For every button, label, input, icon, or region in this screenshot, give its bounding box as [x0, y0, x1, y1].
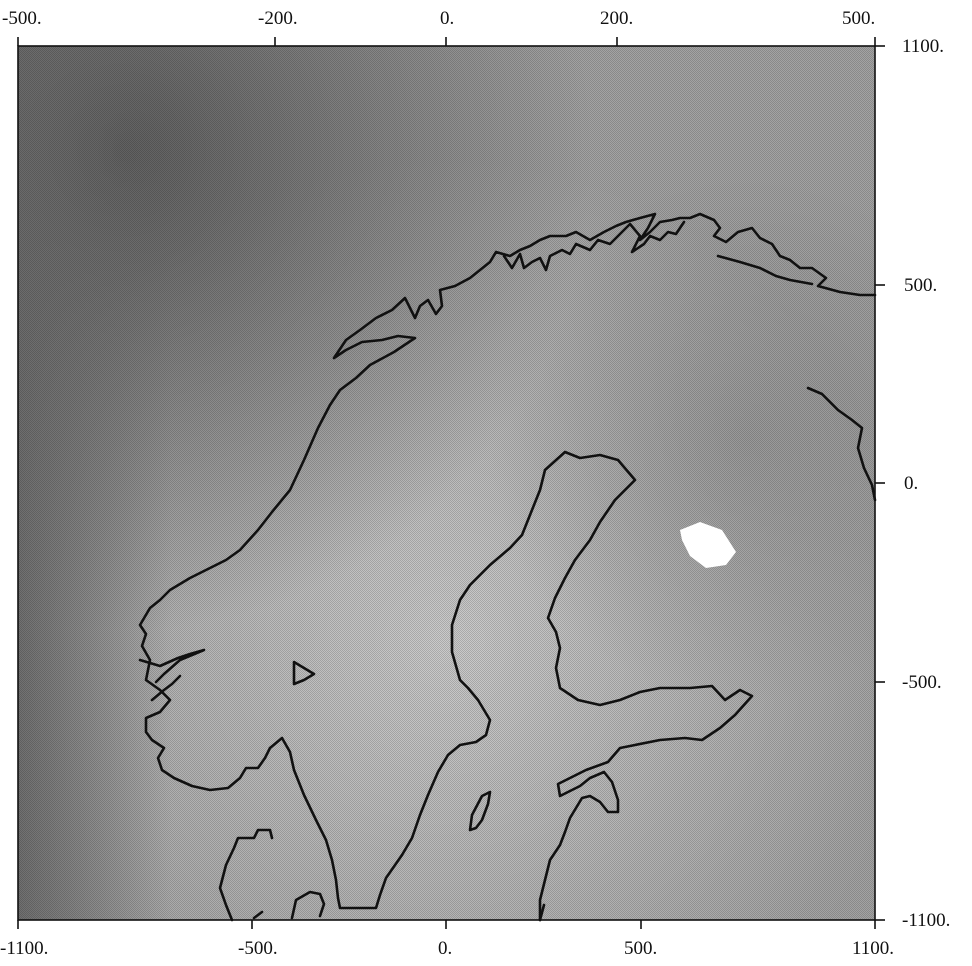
- bright-spot: [680, 522, 736, 568]
- bottom-tick-label: 0.: [438, 938, 452, 959]
- ticks: [17, 37, 885, 929]
- right-tick-label: 1100.: [902, 36, 944, 57]
- coastline-norway: [218, 450, 754, 922]
- bottom-tick-label: -500.: [238, 938, 278, 959]
- dither-texture: [18, 46, 875, 920]
- map-field: [18, 46, 875, 920]
- right-axis-labels: 1100. 500. 0. -500. -1100.: [902, 36, 950, 931]
- right-tick-label: -1100.: [902, 910, 950, 931]
- coastline-zigzag: [502, 220, 686, 272]
- top-tick-label: 200.: [600, 8, 633, 29]
- bottom-tick-label: -1100.: [0, 938, 48, 959]
- coastline-south: [538, 903, 546, 922]
- coastline-kola: [716, 254, 814, 286]
- island-zealand: [290, 890, 326, 920]
- coastline-denmark: [252, 910, 264, 920]
- island-gotland: [468, 790, 492, 832]
- right-tick-label: -500.: [902, 672, 942, 693]
- top-axis-labels: -500. -200. 0. 200. 500.: [2, 8, 875, 29]
- top-tick-label: 0.: [440, 8, 454, 29]
- bottom-tick-label: 1100.: [852, 938, 894, 959]
- coastline-scandinavia-west: [138, 212, 877, 792]
- bottom-tick-label: 500.: [624, 938, 657, 959]
- right-tick-label: 500.: [904, 275, 937, 296]
- top-tick-label: -200.: [258, 8, 298, 29]
- right-tick-label: 0.: [904, 473, 918, 494]
- top-tick-label: 500.: [842, 8, 875, 29]
- coastline-east: [806, 386, 877, 502]
- coastline-fjord-2: [150, 674, 182, 702]
- bottom-axis-labels: -1100. -500. 0. 500. 1100.: [0, 938, 894, 959]
- coastline-fjord-1: [138, 648, 206, 684]
- lake-vattern: [292, 660, 316, 686]
- coastline-outline: [138, 212, 877, 922]
- top-tick-label: -500.: [2, 8, 42, 29]
